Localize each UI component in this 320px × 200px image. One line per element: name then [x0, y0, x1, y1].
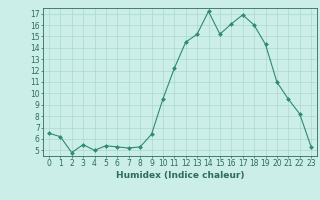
X-axis label: Humidex (Indice chaleur): Humidex (Indice chaleur) [116, 171, 244, 180]
